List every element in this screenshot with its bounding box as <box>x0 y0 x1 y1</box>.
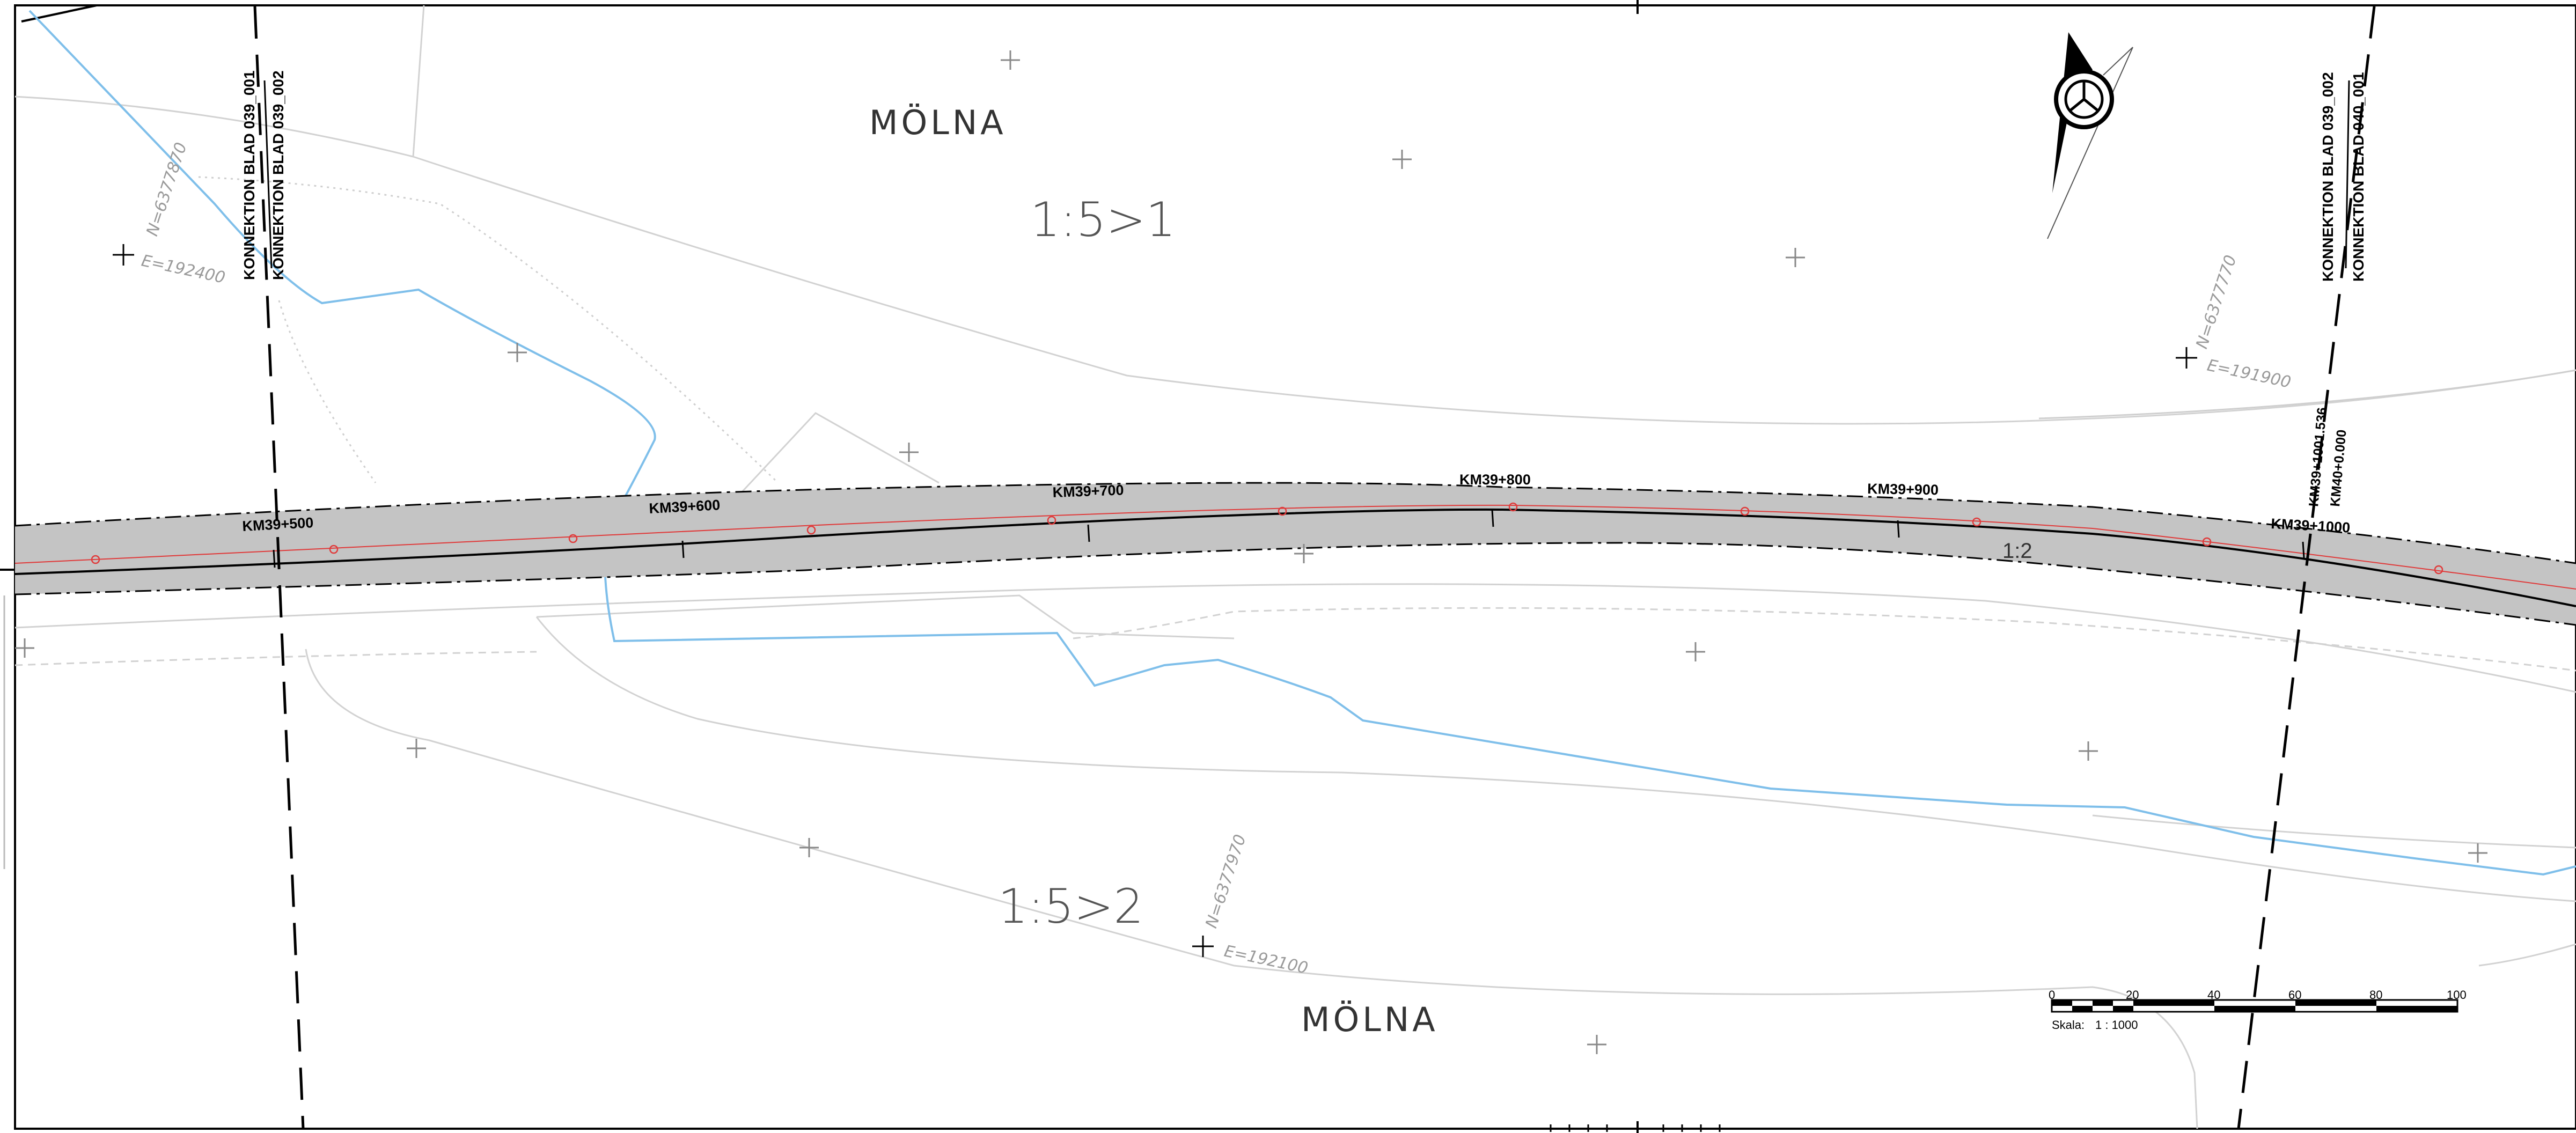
north-arrow-icon <box>2047 32 2133 239</box>
chainage-km800: KM39+800 <box>1459 472 1531 488</box>
scale-tick-80: 80 <box>2369 988 2382 1002</box>
road-edge-south <box>14 542 2576 626</box>
terrain-lines <box>14 5 2576 1129</box>
place-name-south: MÖLNA <box>1301 1000 1439 1039</box>
scale-bar: 0 20 40 60 80 100 Skala: 1 : 1000 <box>2049 988 2467 1032</box>
connection-divider-east <box>2345 80 2350 269</box>
survey-crosses <box>15 50 2487 1054</box>
chainage-km40: KM40+0.000 <box>2328 429 2349 507</box>
chainage-km700: KM39+700 <box>1052 482 1124 501</box>
chainage-km600: KM39+600 <box>649 497 721 517</box>
chainage-km500: KM39+500 <box>242 514 314 534</box>
match-line-east <box>2237 6 2376 1129</box>
coordinate-crosses <box>113 244 2197 957</box>
coord-east-e: E=191900 <box>2205 356 2292 392</box>
chainage-km900: KM39+900 <box>1867 481 1939 498</box>
coord-south-n: N=6377970 <box>1202 832 1250 930</box>
scale-tick-40: 40 <box>2207 988 2220 1002</box>
place-name-north: MÖLNA <box>869 103 1007 142</box>
coord-west-e: E=192400 <box>140 252 226 288</box>
scale-tick-20: 20 <box>2126 988 2139 1002</box>
road-centerline <box>14 508 2576 607</box>
bottom-edge-ticks <box>1535 1124 1738 1132</box>
road-slope-label: 1:2 <box>2002 539 2032 563</box>
scale-tick-60: 60 <box>2288 988 2301 1002</box>
road-edge-north <box>14 482 2576 564</box>
zone-label-south: 1:5>2 <box>998 879 1143 934</box>
scale-tick-0: 0 <box>2049 988 2055 1002</box>
frame-corner-mark <box>21 4 97 23</box>
connection-divider-west <box>263 80 273 269</box>
coord-east-n: N=6377770 <box>2192 253 2240 351</box>
scale-ratio: 1 : 1000 <box>2095 1018 2138 1032</box>
connection-label-east-b: KONNEKTION BLAD 040_001 <box>2350 72 2367 282</box>
zone-label-north: 1:5>1 <box>1030 192 1176 247</box>
station-ticks <box>273 509 2305 568</box>
coord-south-e: E=192100 <box>1222 942 1309 978</box>
connection-label-west-a: KONNEKTION BLAD 039_001 <box>241 70 258 280</box>
scale-tick-100: 100 <box>2447 988 2467 1002</box>
connection-label-west-b: KONNEKTION BLAD 039_002 <box>270 70 287 280</box>
chainage-km-end: KM39+1001.536 <box>2306 407 2330 507</box>
connection-label-east-a: KONNEKTION BLAD 039_002 <box>2320 72 2336 282</box>
alignment-line <box>14 504 2576 590</box>
scale-label: Skala: <box>2052 1018 2085 1032</box>
alignment-markers <box>91 502 2443 575</box>
terrain-dotted <box>198 176 779 484</box>
stream <box>28 10 2576 876</box>
match-line-west <box>253 6 305 1129</box>
